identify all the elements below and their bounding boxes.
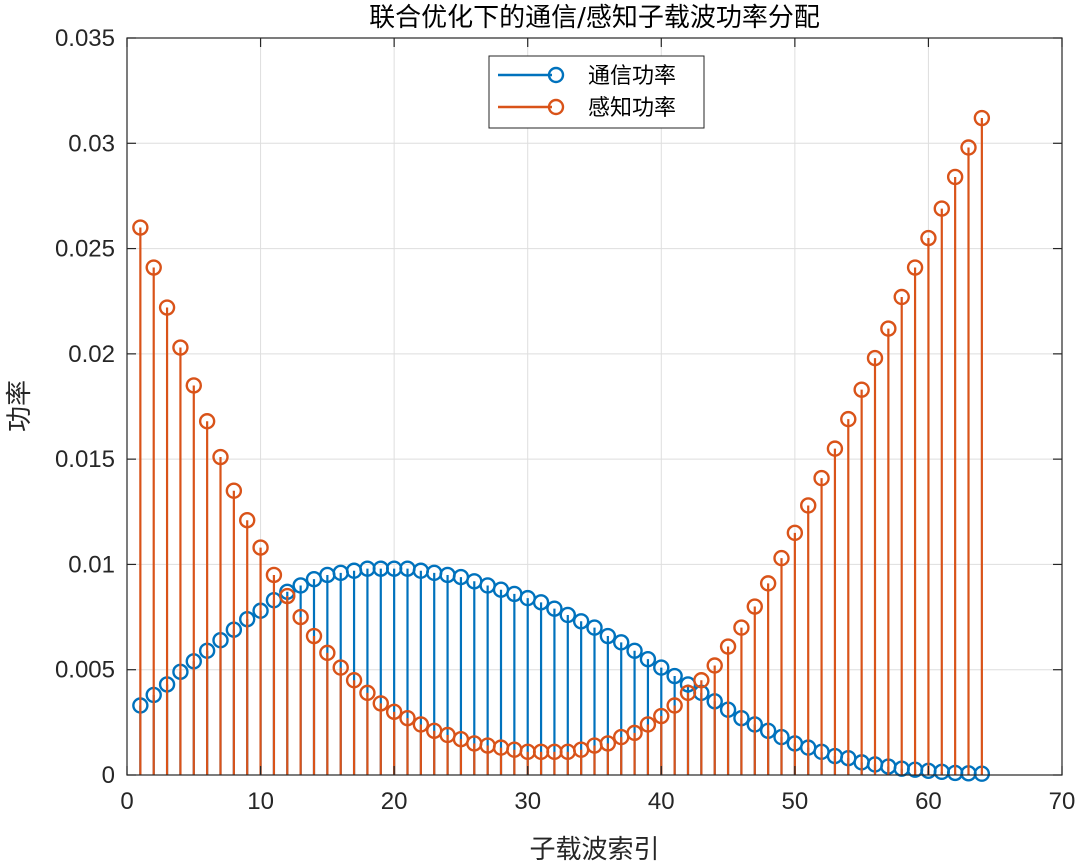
stem-marker [626, 642, 643, 659]
stem-marker [786, 524, 804, 542]
x-tick-label: 10 [247, 788, 274, 815]
stem-marker [840, 410, 857, 428]
stem-marker [172, 339, 189, 356]
legend-marker-communication [547, 66, 565, 84]
stem-marker [292, 608, 309, 626]
stem-marker [800, 497, 817, 514]
stem-marker [225, 482, 243, 499]
y-axis-label: 功率 [5, 380, 35, 432]
stem-marker [946, 168, 964, 186]
legend-label-sensing: 感知功率 [588, 96, 676, 121]
legend-marker-sensing [547, 98, 565, 116]
x-tick-label: 70 [1049, 788, 1076, 815]
stem-marker [693, 672, 710, 689]
y-tick-label: 0.005 [55, 657, 115, 684]
stem-marker [345, 672, 363, 689]
stem-marker [653, 659, 670, 676]
stem-marker [279, 587, 296, 605]
stem-marker [158, 299, 176, 316]
stem-marker [666, 667, 683, 685]
stem-marker [759, 575, 777, 592]
stem-marker [639, 716, 657, 733]
stem-marker [372, 695, 389, 712]
stem-marker [252, 539, 269, 556]
axis-ticks [126, 37, 1063, 776]
stem-marker [532, 594, 550, 611]
x-tick-label: 20 [381, 788, 408, 815]
stem-marker [599, 627, 617, 645]
stem-marker [239, 512, 256, 529]
axes-frame [126, 37, 1063, 776]
stem-marker [719, 638, 737, 655]
stem-marker [559, 606, 576, 624]
stem-series [132, 109, 991, 782]
stem-marker [332, 659, 349, 676]
stem-marker [933, 200, 950, 217]
y-tick-label: 0.015 [55, 446, 115, 473]
stem-marker [880, 320, 897, 337]
x-axis-label: 子载波索引 [529, 835, 659, 864]
stem-marker [265, 566, 283, 584]
stem-marker [773, 549, 790, 567]
x-tick-label: 40 [648, 788, 675, 815]
stem-marker [359, 684, 376, 702]
stem-marker [853, 381, 870, 398]
stem-marker [198, 413, 216, 430]
stem-marker [679, 684, 697, 702]
stem-marker [666, 697, 683, 714]
x-tick-label: 30 [514, 788, 541, 815]
chart-title: 联合优化下的通信/感知子载波功率分配 [369, 3, 820, 33]
legend-box [488, 55, 705, 129]
stem-marker [613, 634, 630, 651]
stem-marker [319, 644, 336, 662]
stem-marker [920, 229, 937, 247]
y-tick-label: 0 [102, 762, 115, 789]
stem-marker [639, 650, 657, 668]
stem-marker [145, 259, 162, 276]
y-tick-label: 0.02 [68, 341, 115, 368]
stem-marker [132, 219, 149, 236]
stem-marker [572, 613, 590, 630]
stem-marker [185, 377, 202, 394]
stem-marker [626, 724, 643, 742]
stem-marker [212, 448, 229, 466]
stem-marker [826, 440, 844, 457]
stem-marker [599, 735, 617, 752]
stem-marker [893, 288, 910, 306]
stem-marker [973, 109, 991, 127]
stem-marker [960, 139, 977, 156]
stem-marker [653, 707, 670, 725]
stem-marker [292, 577, 309, 594]
stem-marker [813, 469, 830, 487]
stem-marker [412, 716, 430, 733]
y-tick-label: 0.035 [55, 25, 115, 52]
stem-marker [733, 619, 750, 636]
stem-marker [399, 709, 416, 727]
y-tick-label: 0.03 [68, 130, 115, 157]
legend-label-communication: 通信功率 [588, 64, 676, 89]
stem-marker [385, 703, 403, 721]
stem-marker [546, 600, 563, 617]
stem-marker [906, 259, 924, 276]
series-sensing [132, 109, 991, 775]
stem-marker [746, 598, 763, 615]
stem-marker [866, 349, 884, 367]
stem-marker [586, 619, 603, 636]
x-tick-label: 60 [915, 788, 942, 815]
y-tick-label: 0.025 [55, 236, 115, 263]
x-tick-label: 50 [782, 788, 809, 815]
tick-labels: 0 10 20 30 40 50 60 70 0 0.005 0.01 0.015 0.02 0.025 0… [55, 25, 1075, 815]
stem-marker [706, 657, 723, 674]
y-tick-label: 0.01 [68, 551, 115, 578]
stem-marker [305, 627, 323, 645]
x-tick-label: 0 [120, 788, 133, 815]
legend: 通信功率 感知功率 [488, 55, 705, 129]
